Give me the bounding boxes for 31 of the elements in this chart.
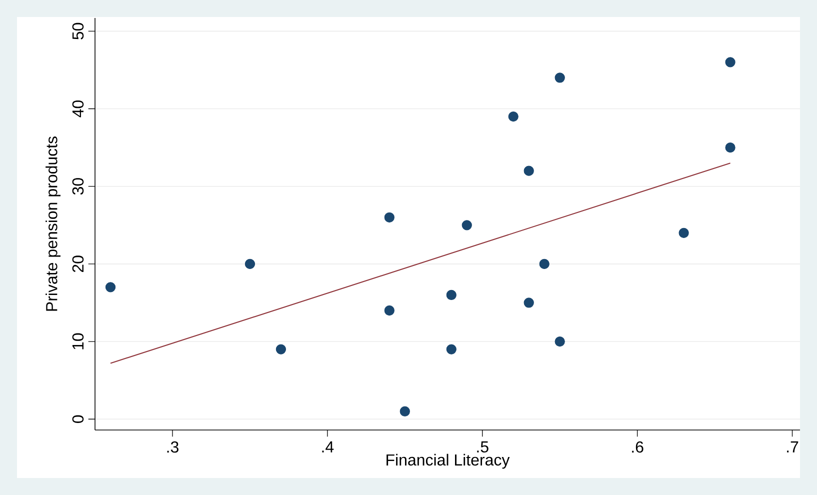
y-tick-label: 50 (72, 22, 84, 40)
point (554, 72, 565, 83)
point (725, 57, 736, 68)
x-axis-title: Financial Literacy (386, 454, 510, 469)
point (725, 142, 736, 153)
point (400, 406, 410, 416)
point (524, 166, 534, 176)
y-tick-label: 30 (72, 178, 84, 195)
x-tick-label: .5 (477, 441, 488, 453)
y-tick-label: 0 (72, 415, 84, 423)
y-tick-label: 10 (72, 333, 84, 350)
x-tick-label: .7 (787, 441, 798, 452)
point (508, 111, 518, 122)
point (105, 282, 116, 292)
point (554, 336, 565, 347)
point (524, 298, 534, 308)
y-tick-label: 40 (72, 100, 84, 118)
point (384, 212, 394, 222)
point (244, 258, 256, 270)
point (446, 344, 456, 354)
point (276, 344, 286, 354)
y-tick-label: 20 (72, 256, 84, 272)
y-axis-title: Private pension products (46, 136, 60, 311)
point (539, 258, 550, 270)
point (384, 305, 394, 316)
point (462, 220, 472, 230)
x-tick-label: .4 (322, 441, 334, 452)
x-tick-label: .3 (167, 441, 178, 453)
point (446, 290, 456, 300)
x-tick-label: .6 (632, 441, 644, 453)
point (678, 228, 689, 238)
